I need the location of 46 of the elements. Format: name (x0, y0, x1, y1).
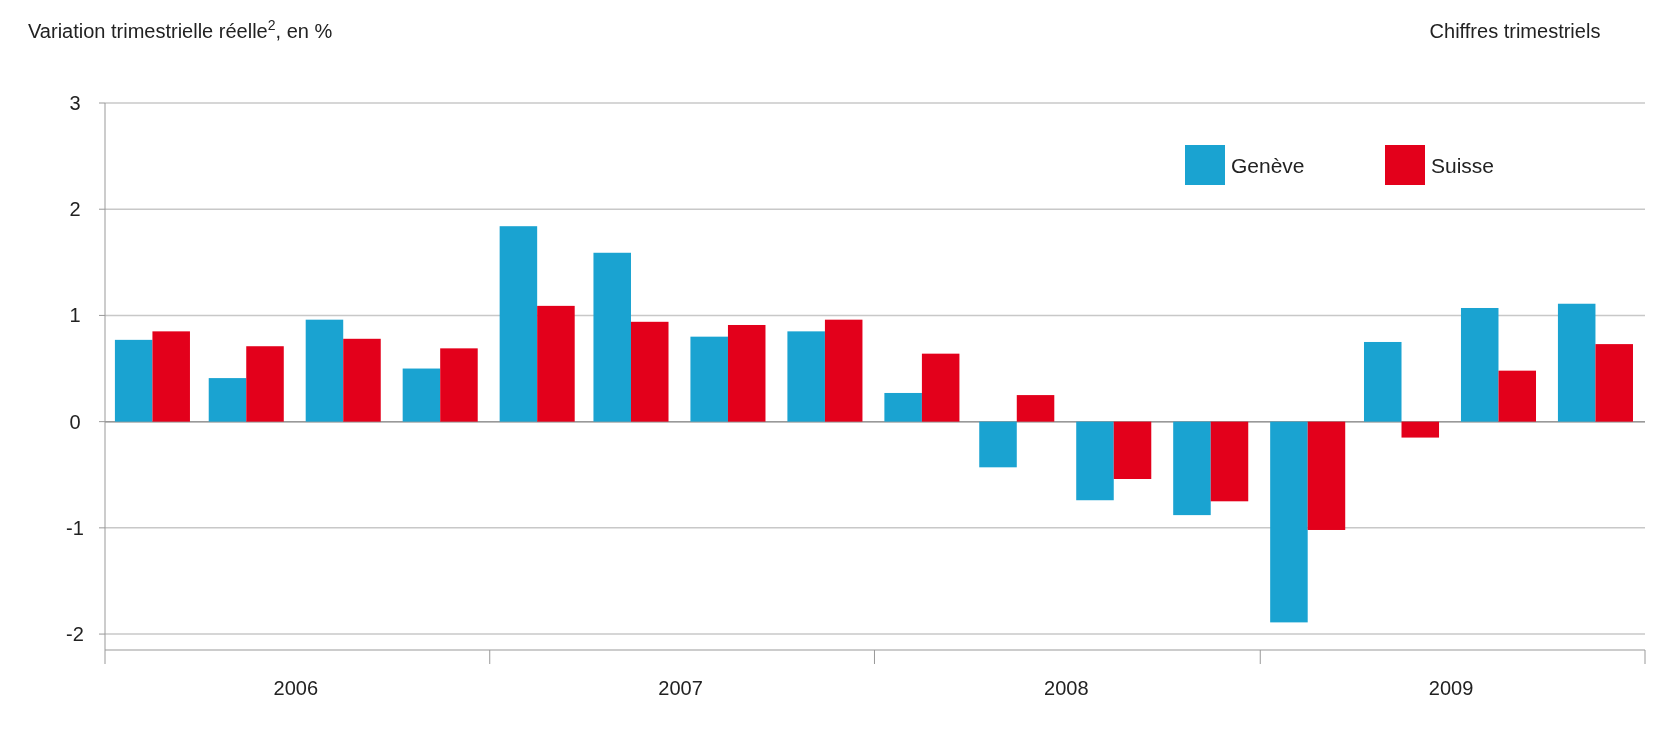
y-tick-label: 3 (69, 92, 81, 114)
bar (921, 353, 960, 422)
legend-label: Suisse (1431, 154, 1495, 177)
bar (787, 331, 825, 422)
bar (1076, 421, 1114, 501)
y-tick-label: -2 (66, 623, 84, 646)
bar (1270, 421, 1308, 623)
bar (1557, 303, 1596, 422)
bar (208, 378, 247, 422)
bar (727, 324, 766, 422)
bar (1016, 395, 1055, 422)
bar (1113, 421, 1152, 479)
bar (305, 319, 344, 422)
x-tick-label: 2009 (1428, 677, 1474, 699)
bar (1460, 307, 1499, 422)
x-tick-label: 2006 (273, 677, 319, 699)
bar (1173, 421, 1211, 516)
bar (499, 226, 538, 422)
bar (630, 321, 669, 422)
bar (690, 336, 728, 422)
x-tick-label: 2008 (1044, 677, 1089, 699)
bar (593, 252, 631, 422)
bar (440, 348, 478, 422)
bar (884, 392, 922, 422)
bar (1307, 421, 1346, 530)
bar (152, 331, 190, 422)
bar (1210, 421, 1249, 502)
bar (343, 338, 381, 422)
bar (402, 368, 441, 422)
y-axis-title: Variation trimestrielle réelle$^{2}$, en % (28, 17, 333, 42)
bar (979, 421, 1017, 468)
bar (1595, 344, 1633, 422)
bar (246, 346, 284, 422)
y-tick-label: 2 (69, 198, 81, 221)
bar (114, 339, 153, 422)
bar (1498, 370, 1537, 422)
text: Chiffres trimestriels (1429, 20, 1601, 42)
x-tick-label: 2007 (658, 677, 703, 699)
y-tick-label: -1 (66, 516, 84, 539)
y-tick-label: 1 (69, 304, 81, 327)
bar (537, 305, 575, 422)
y-tick-label: 0 (69, 410, 81, 433)
legend-label: Genève (1231, 154, 1305, 177)
bar (824, 319, 863, 422)
bar (1401, 421, 1440, 438)
bar (1363, 341, 1402, 422)
